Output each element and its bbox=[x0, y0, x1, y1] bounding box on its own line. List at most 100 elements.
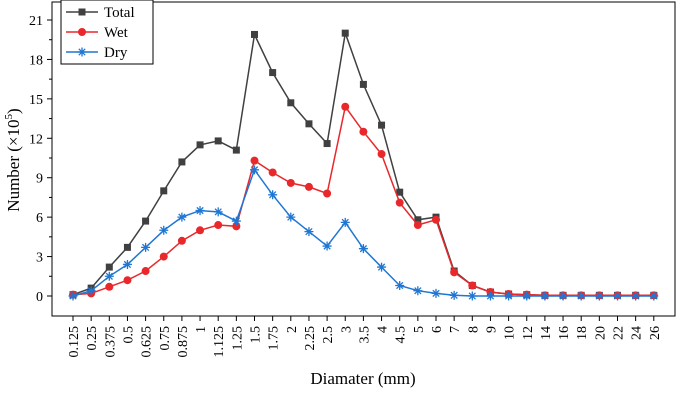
data-point-dry bbox=[340, 217, 350, 227]
x-tick-label: 22 bbox=[612, 326, 627, 340]
data-point-dry bbox=[504, 291, 514, 301]
data-point-dry bbox=[431, 288, 441, 298]
x-tick-label: 0.5 bbox=[121, 326, 136, 344]
x-tick-label: 0.375 bbox=[103, 326, 118, 358]
y-tick-label: 9 bbox=[36, 172, 43, 187]
legend-marker-wet bbox=[78, 28, 86, 36]
data-point-total bbox=[414, 216, 422, 224]
data-point-dry bbox=[413, 286, 423, 296]
x-tick-label: 18 bbox=[575, 326, 590, 340]
data-point-total bbox=[359, 80, 367, 88]
data-point-wet bbox=[159, 252, 168, 261]
y-tick-label: 21 bbox=[29, 14, 43, 29]
legend-label-dry: Dry bbox=[104, 45, 128, 61]
data-point-dry bbox=[322, 241, 332, 251]
data-point-total bbox=[123, 243, 131, 251]
data-point-total bbox=[269, 69, 277, 77]
data-point-dry bbox=[540, 291, 550, 301]
data-point-total bbox=[396, 188, 404, 196]
x-tick-label: 9 bbox=[484, 326, 499, 333]
data-point-dry bbox=[213, 207, 223, 217]
x-tick-label: 1.125 bbox=[212, 326, 227, 358]
data-point-total bbox=[142, 217, 150, 225]
data-point-dry bbox=[250, 165, 259, 175]
data-point-wet bbox=[450, 268, 459, 277]
data-point-wet bbox=[196, 226, 205, 235]
data-point-dry bbox=[304, 227, 314, 237]
x-axis-title: Diamater (mm) bbox=[310, 369, 415, 388]
y-tick-label: 0 bbox=[36, 290, 43, 305]
data-point-total bbox=[287, 99, 295, 107]
data-point-wet bbox=[468, 281, 477, 290]
data-point-wet bbox=[214, 221, 223, 230]
data-point-dry bbox=[576, 291, 586, 301]
x-tick-label: 0.125 bbox=[67, 326, 82, 358]
data-point-dry bbox=[104, 271, 114, 281]
data-point-dry bbox=[377, 262, 387, 272]
data-point-total bbox=[105, 263, 113, 271]
x-tick-label: 0.875 bbox=[176, 326, 191, 358]
x-tick-label: 14 bbox=[539, 326, 554, 340]
data-point-dry bbox=[594, 291, 604, 301]
data-point-dry bbox=[467, 291, 477, 301]
x-tick-label: 3.5 bbox=[357, 326, 372, 344]
legend-marker-dry bbox=[77, 47, 87, 57]
data-point-wet bbox=[395, 198, 404, 207]
data-point-wet bbox=[377, 150, 386, 159]
y-tick-label: 6 bbox=[36, 211, 43, 226]
data-point-wet bbox=[413, 221, 422, 230]
data-point-dry bbox=[358, 244, 368, 254]
data-point-total bbox=[378, 121, 386, 129]
x-tick-label: 24 bbox=[630, 326, 645, 340]
data-point-dry bbox=[449, 290, 459, 300]
data-point-wet bbox=[286, 178, 295, 187]
data-point-dry bbox=[268, 190, 278, 200]
y-tick-label: 3 bbox=[36, 251, 43, 266]
data-point-total bbox=[160, 187, 168, 195]
legend-label-total: Total bbox=[104, 5, 135, 21]
data-point-wet bbox=[268, 168, 277, 177]
data-point-wet bbox=[359, 127, 368, 136]
data-point-dry bbox=[395, 280, 405, 290]
y-axis-title-base: Number (×10 bbox=[4, 119, 23, 211]
data-point-dry bbox=[485, 291, 495, 301]
data-point-dry bbox=[177, 212, 187, 222]
data-point-total bbox=[251, 30, 258, 38]
y-tick-label: 15 bbox=[29, 93, 43, 108]
legend-marker-total bbox=[78, 8, 86, 16]
data-point-wet bbox=[432, 215, 440, 224]
data-point-total bbox=[323, 140, 331, 148]
x-tick-label: 10 bbox=[503, 326, 518, 340]
data-point-dry bbox=[141, 242, 151, 252]
data-point-dry bbox=[195, 206, 205, 216]
x-tick-label: 0.75 bbox=[158, 326, 173, 351]
y-axis-title: Number (×105) bbox=[3, 108, 23, 211]
data-point-total bbox=[196, 141, 204, 149]
data-point-dry bbox=[122, 259, 132, 269]
data-point-dry bbox=[286, 212, 296, 222]
x-tick-label: 12 bbox=[521, 326, 536, 340]
x-tick-label: 0.25 bbox=[85, 326, 100, 351]
y-tick-label: 18 bbox=[29, 53, 43, 68]
data-point-dry bbox=[613, 291, 622, 301]
data-point-dry bbox=[68, 291, 78, 301]
x-tick-label: 2.5 bbox=[321, 326, 336, 344]
data-point-wet bbox=[105, 282, 114, 291]
data-point-dry bbox=[649, 291, 659, 301]
x-tick-label: 7 bbox=[448, 326, 463, 333]
legend-label-wet: Wet bbox=[104, 25, 129, 41]
data-point-dry bbox=[159, 225, 169, 235]
series-line-dry bbox=[72, 168, 654, 297]
x-tick-label: 1.75 bbox=[267, 326, 282, 351]
x-tick-label: 5 bbox=[412, 326, 427, 333]
x-tick-label: 2.25 bbox=[303, 326, 318, 351]
data-point-dry bbox=[522, 291, 532, 301]
data-point-total bbox=[178, 158, 186, 166]
data-point-total bbox=[232, 146, 240, 154]
data-point-wet bbox=[177, 236, 186, 245]
data-point-dry bbox=[86, 286, 96, 296]
y-axis-title-exponent: 5 bbox=[3, 113, 15, 119]
data-point-wet bbox=[304, 182, 313, 191]
y-tick-label: 12 bbox=[29, 132, 43, 147]
